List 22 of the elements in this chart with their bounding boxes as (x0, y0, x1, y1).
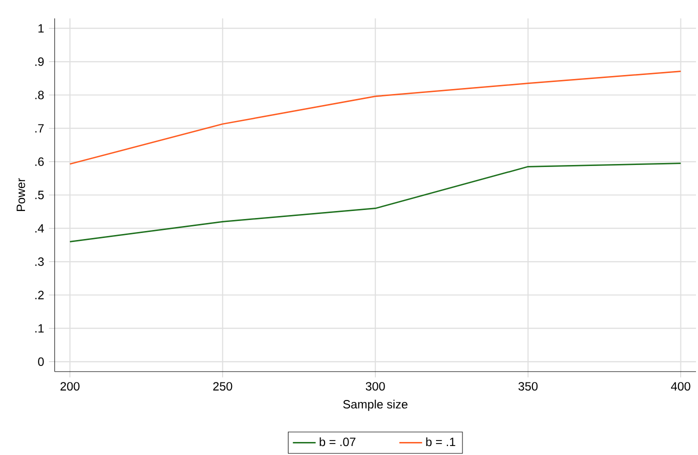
y-axis-title: Power (16, 178, 26, 212)
line-series (69, 70, 682, 165)
y-tick-label: 1 (38, 24, 44, 32)
y-tick-label: .6 (35, 157, 44, 166)
x-tick-label: 400 (670, 382, 690, 391)
x-tick-label: 350 (518, 382, 538, 391)
y-tick-label: .7 (35, 124, 44, 132)
x-tick-label: 200 (60, 382, 80, 391)
legend-label: b = .1 (426, 437, 456, 446)
line-series (69, 162, 682, 242)
y-tick-label: .3 (35, 257, 44, 266)
x-tick-label: 300 (366, 382, 385, 391)
legend-label: b = .07 (320, 437, 356, 446)
y-tick-label: .2 (35, 290, 44, 300)
x-tick-label: 250 (213, 382, 232, 391)
y-tick-label: .1 (35, 324, 44, 332)
y-tick-label: .4 (35, 224, 44, 232)
y-tick-label: .5 (35, 190, 44, 200)
y-tick-label: 0 (38, 357, 44, 366)
y-tick-label: .9 (35, 57, 44, 66)
y-tick-label: .8 (35, 90, 44, 100)
x-axis-title: Sample size (343, 400, 408, 411)
